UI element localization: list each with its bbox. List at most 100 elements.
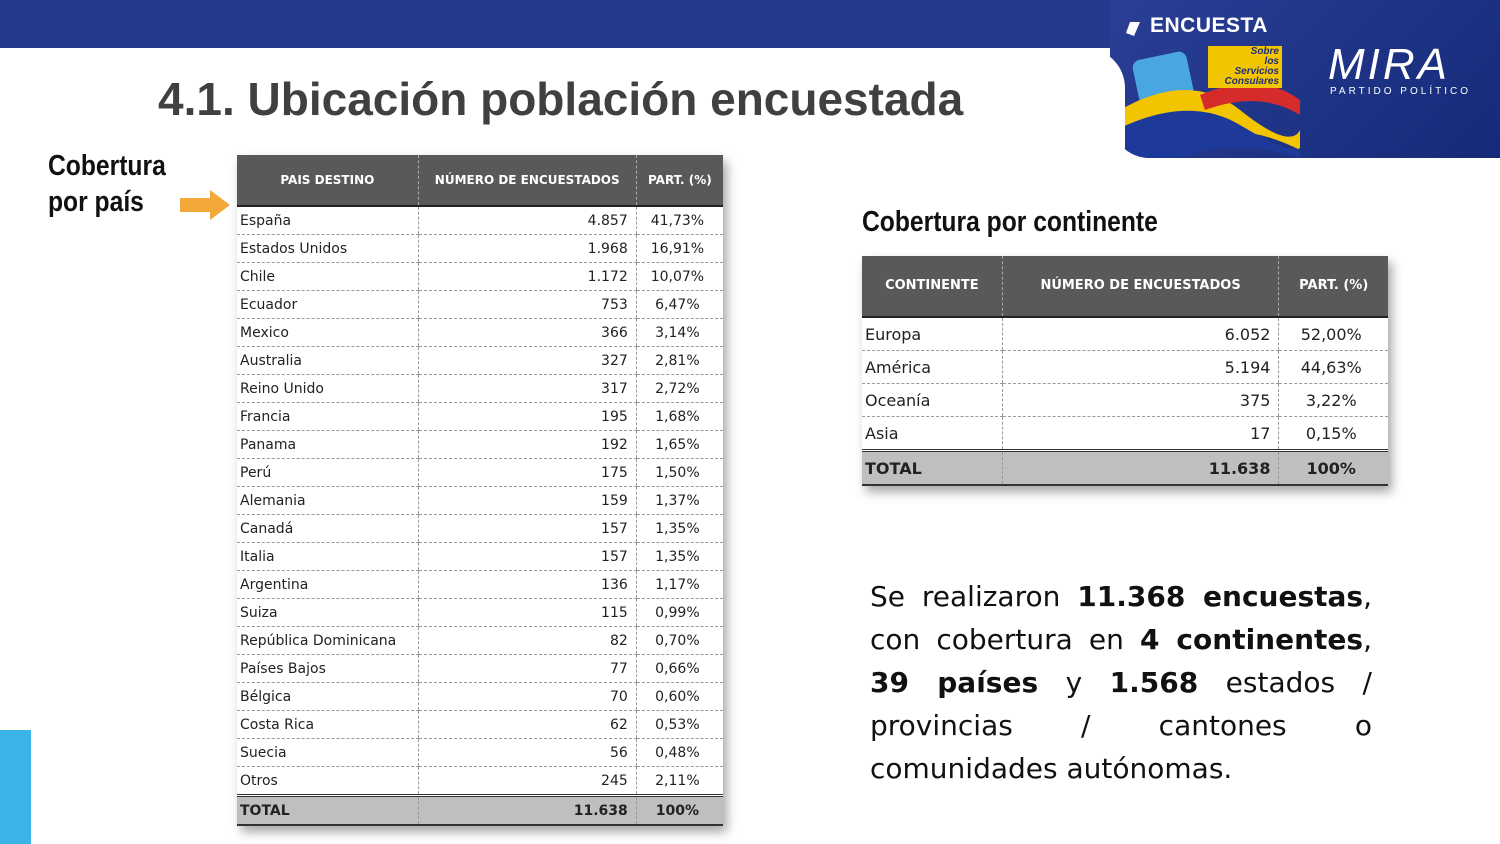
total-cell: 11.638: [1001, 449, 1279, 486]
cell: Panama: [237, 430, 419, 459]
cell: 1,50%: [635, 458, 723, 487]
total-cell: TOTAL: [862, 449, 1003, 486]
brand-subtitle-line: Servicios: [1234, 66, 1279, 77]
cell: 82: [417, 626, 637, 655]
cell: 1,35%: [635, 514, 723, 543]
column-header: CONTINENTE: [862, 256, 1003, 318]
cell: 366: [417, 318, 637, 347]
accent-bar: [0, 730, 31, 844]
brand-panel: [1110, 0, 1500, 158]
cell: Costa Rica: [237, 710, 419, 739]
label-line: Cobertura: [48, 150, 166, 182]
cell: 0,99%: [635, 598, 723, 627]
table-row: Suecia 56 0,48%: [237, 738, 723, 767]
cell: Europa: [862, 317, 1003, 351]
cell: 175: [417, 458, 637, 487]
cell: Otros: [237, 766, 419, 796]
table-row: Argentina 136 1,17%: [237, 570, 723, 599]
header-row: PAIS DESTINO NÚMERO DE ENCUESTADOS PART. (…: [237, 155, 723, 207]
table-row: Alemania 159 1,37%: [237, 486, 723, 515]
cell: 0,60%: [635, 682, 723, 711]
cell: 16,91%: [635, 234, 723, 263]
cell: Estados Unidos: [237, 234, 419, 263]
cell: Alemania: [237, 486, 419, 515]
cell: 70: [417, 682, 637, 711]
cell: 44,63%: [1278, 350, 1388, 384]
column-header: PAIS DESTINO: [237, 155, 419, 207]
cell: 41,73%: [635, 206, 723, 235]
text: Se realizaron: [870, 580, 1078, 613]
cell: 317: [417, 374, 637, 403]
country-table: PAIS DESTINO NÚMERO DE ENCUESTADOS PART. (…: [237, 155, 723, 826]
cell: España: [237, 206, 419, 235]
cell: 115: [417, 598, 637, 627]
brand-party: MIRA: [1328, 40, 1450, 89]
text: y: [1038, 666, 1110, 699]
cell: 6,47%: [635, 290, 723, 319]
cell: 136: [417, 570, 637, 599]
table-row: Chile 1.172 10,07%: [237, 262, 723, 291]
brand-subtitle: Sobre los Servicios Consulares: [1208, 46, 1282, 88]
brand-survey: ENCUESTA: [1150, 14, 1268, 37]
table-row: Suiza 115 0,99%: [237, 598, 723, 627]
cell: 1,65%: [635, 430, 723, 459]
total-cell: 11.638: [417, 794, 637, 826]
cell: 1.172: [417, 262, 637, 291]
total-row: TOTAL 11.638 100%: [862, 449, 1388, 486]
cell: 2,81%: [635, 346, 723, 375]
table-row: República Dominicana 82 0,70%: [237, 626, 723, 655]
table-row: Mexico 366 3,14%: [237, 318, 723, 347]
summary-text: Se realizaron 11.368 encuestas, con cobe…: [870, 575, 1372, 790]
cell: 0,48%: [635, 738, 723, 767]
cell: 157: [417, 542, 637, 571]
cell: 17: [1001, 416, 1279, 451]
cell: Suecia: [237, 738, 419, 767]
total-cell: TOTAL: [237, 794, 419, 826]
cell: 195: [417, 402, 637, 431]
cell: 0,53%: [635, 710, 723, 739]
table-row: Bélgica 70 0,60%: [237, 682, 723, 711]
cell: 1,68%: [635, 402, 723, 431]
table-row: Otros 245 2,11%: [237, 766, 723, 796]
cell: 2,11%: [635, 766, 723, 796]
cell: 52,00%: [1278, 317, 1388, 351]
text: estados / provincias / cantones o comuni…: [870, 666, 1372, 785]
cell: Argentina: [237, 570, 419, 599]
cell: 0,66%: [635, 654, 723, 683]
cell: Chile: [237, 262, 419, 291]
column-header: PART. (%): [635, 155, 723, 207]
table-row: Italia 157 1,35%: [237, 542, 723, 571]
table-row: España 4.857 41,73%: [237, 206, 723, 235]
cell: Canadá: [237, 514, 419, 543]
label-line: por país: [48, 186, 144, 218]
table-row: Reino Unido 317 2,72%: [237, 374, 723, 403]
continent-table: CONTINENTE NÚMERO DE ENCUESTADOS PART. (%)…: [862, 256, 1388, 486]
table-row: Francia 195 1,68%: [237, 402, 723, 431]
cell: Asia: [862, 416, 1003, 451]
total-cell: 100%: [1278, 449, 1388, 486]
arrow: [180, 190, 230, 220]
cell: 159: [417, 486, 637, 515]
cell: 6.052: [1001, 317, 1279, 351]
cell: 0,70%: [635, 626, 723, 655]
cell: 0,15%: [1278, 416, 1388, 451]
bold-text: 4 continentes: [1140, 623, 1364, 656]
brand-subtitle-line: Sobre: [1250, 46, 1279, 57]
cell: 1,37%: [635, 486, 723, 515]
text: ,: [1363, 623, 1372, 656]
table-row: Europa 6.052 52,00%: [862, 317, 1388, 351]
total-cell: 100%: [635, 794, 723, 826]
table-row: Oceanía 375 3,22%: [862, 383, 1388, 417]
bold-text: 11.368 encuestas: [1077, 580, 1364, 613]
table-row: Ecuador 753 6,47%: [237, 290, 723, 319]
cell: República Dominicana: [237, 626, 419, 655]
table-row: Australia 327 2,81%: [237, 346, 723, 375]
cell: Reino Unido: [237, 374, 419, 403]
cell: Oceanía: [862, 383, 1003, 417]
cell: Perú: [237, 458, 419, 487]
cell: 1,17%: [635, 570, 723, 599]
continent-title: Cobertura por continente: [862, 206, 1158, 238]
slide-title: 4.1. Ubicación población encuestada: [158, 73, 964, 125]
column-header: NÚMERO DE ENCUESTADOS: [1001, 256, 1279, 318]
